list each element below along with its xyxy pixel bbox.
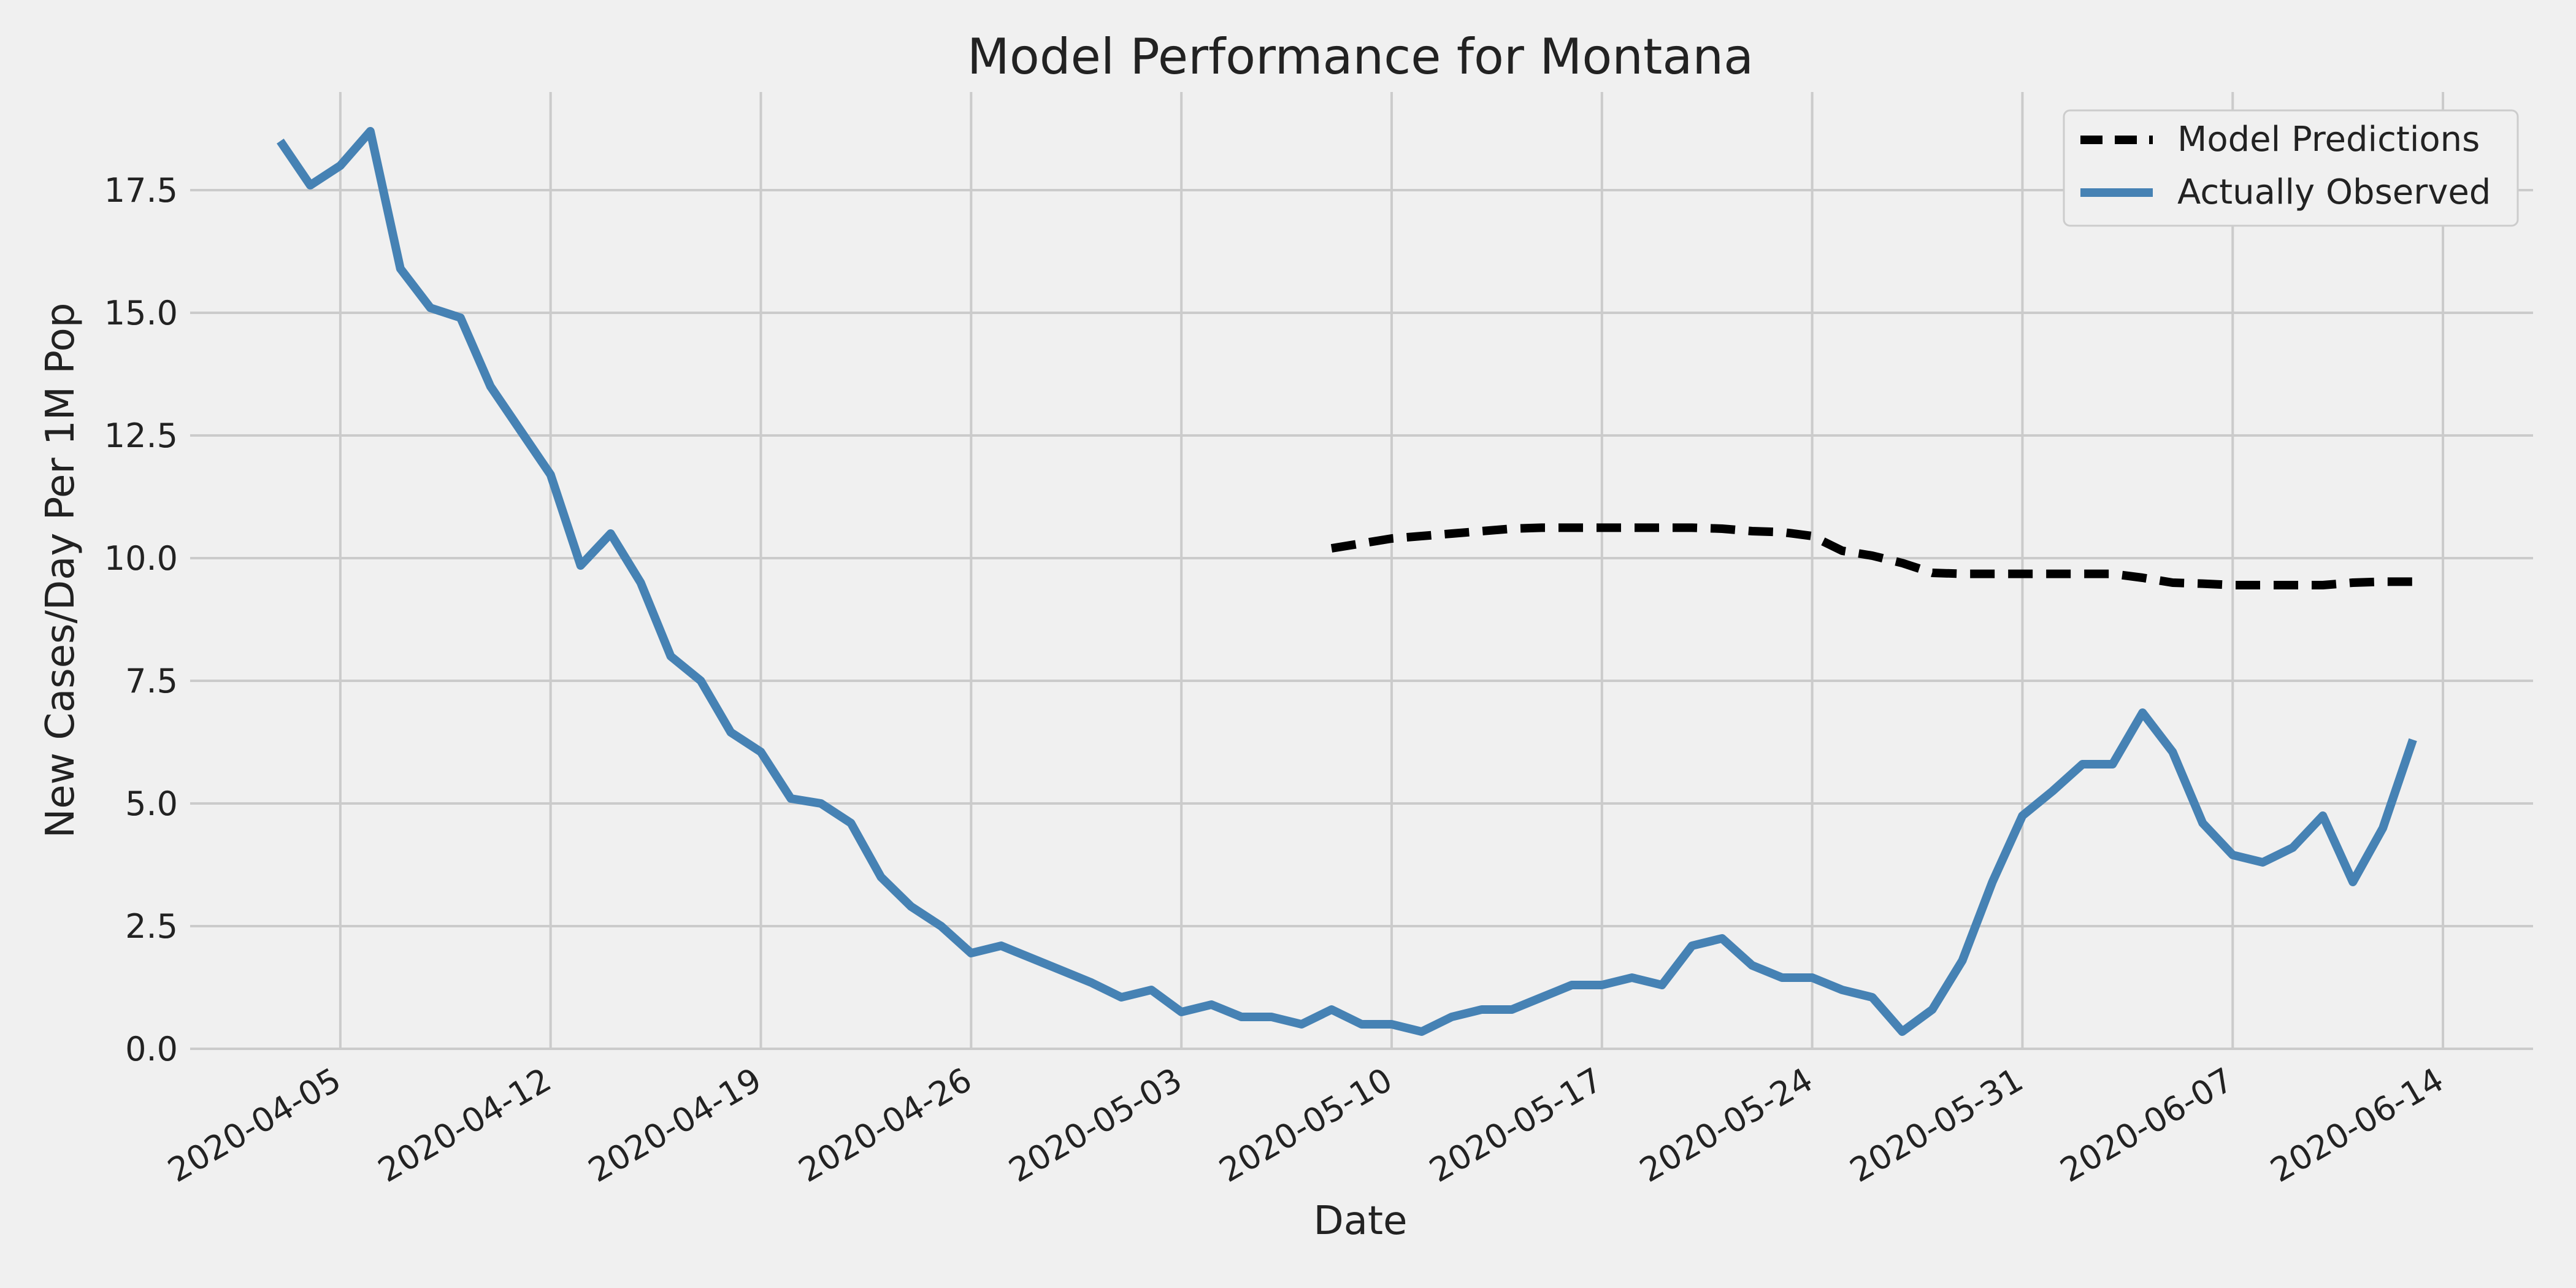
y-tick-label: 12.5: [104, 416, 178, 455]
y-tick-label: 7.5: [125, 662, 178, 700]
y-tick-label: 15.0: [104, 294, 178, 332]
series-layer: [277, 127, 2417, 1036]
y-tick-label: 2.5: [125, 907, 178, 946]
legend-label-model-predictions: Model Predictions: [2177, 120, 2480, 159]
y-tick-label: 0.0: [125, 1030, 178, 1068]
legend: Model Predictions Actually Observed: [2063, 109, 2519, 227]
series-line-model-predictions: [1330, 523, 2413, 589]
y-axis-label: New Cases/Day Per 1M Pop: [38, 303, 83, 838]
legend-box: [2063, 109, 2519, 227]
x-axis-label: Date: [1314, 1198, 1408, 1244]
y-tick-label: 10.0: [104, 539, 178, 578]
series-line-actually-observed: [277, 127, 2417, 1036]
y-axis-ticks: 0.0 2.5 5.0 7.5 10.0 12.5 15.0 17.5: [104, 171, 178, 1068]
chart-title: Model Performance for Montana: [967, 28, 1754, 85]
y-tick-label: 17.5: [104, 171, 178, 210]
legend-label-actually-observed: Actually Observed: [2177, 172, 2491, 212]
grid: [190, 92, 2533, 1050]
y-tick-label: 5.0: [125, 784, 178, 823]
